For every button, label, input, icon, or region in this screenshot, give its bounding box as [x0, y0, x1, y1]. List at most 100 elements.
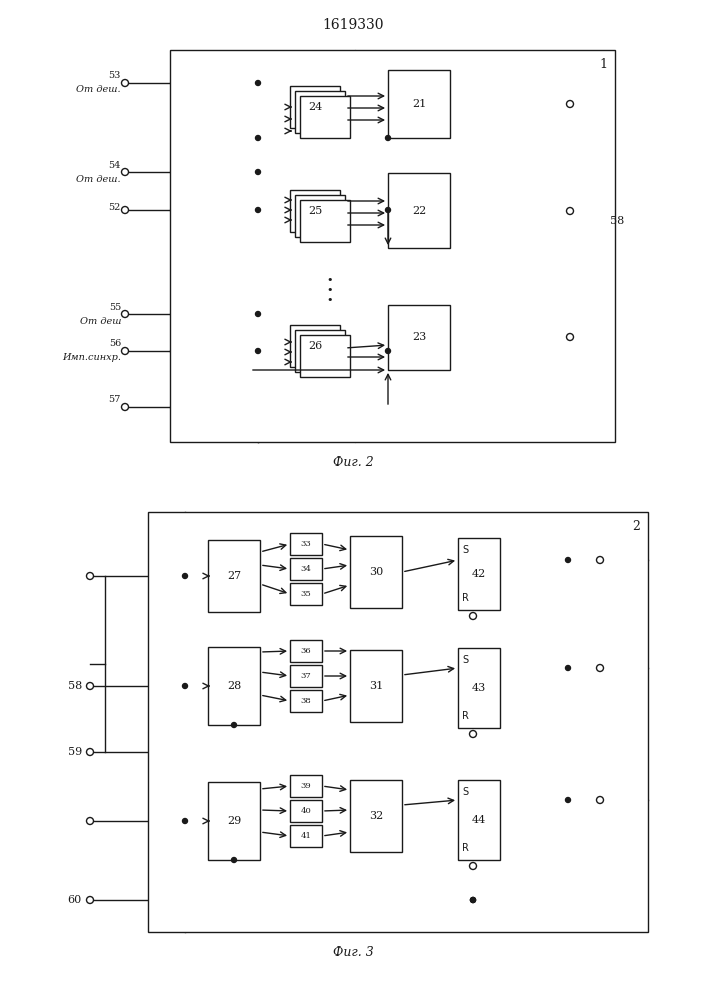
- Circle shape: [122, 348, 129, 355]
- Circle shape: [182, 684, 187, 688]
- Text: 43: 43: [472, 683, 486, 693]
- Circle shape: [255, 208, 260, 213]
- Bar: [458, 648, 500, 728]
- Bar: [300, 200, 350, 242]
- Circle shape: [255, 312, 260, 316]
- Circle shape: [182, 818, 187, 824]
- Bar: [290, 533, 322, 555]
- Bar: [290, 690, 322, 712]
- Circle shape: [122, 80, 129, 87]
- Text: 31: 31: [369, 681, 383, 691]
- Text: S: S: [462, 545, 468, 555]
- Circle shape: [182, 574, 187, 578]
- Text: •: •: [327, 295, 333, 305]
- Text: 22: 22: [412, 206, 426, 216]
- Text: 30: 30: [369, 567, 383, 577]
- Text: 58: 58: [610, 216, 624, 226]
- Circle shape: [385, 135, 390, 140]
- Text: 52: 52: [109, 202, 121, 212]
- Bar: [388, 70, 450, 138]
- Text: R: R: [462, 711, 469, 721]
- Text: R: R: [462, 843, 469, 853]
- Circle shape: [255, 169, 260, 174]
- Circle shape: [385, 349, 390, 354]
- Text: 2: 2: [632, 520, 640, 532]
- Text: 37: 37: [300, 672, 311, 680]
- Circle shape: [122, 403, 129, 410]
- Text: 41: 41: [300, 832, 312, 840]
- Text: 33: 33: [300, 540, 311, 548]
- Text: От деш.: От деш.: [76, 176, 121, 184]
- Bar: [290, 86, 340, 128]
- Circle shape: [86, 572, 93, 580]
- Bar: [290, 325, 340, 367]
- Text: 54: 54: [109, 160, 121, 169]
- Bar: [388, 173, 450, 248]
- Circle shape: [597, 664, 604, 672]
- Text: Имп.синхр.: Имп.синхр.: [62, 354, 121, 362]
- Text: 28: 28: [227, 681, 241, 691]
- Text: 1619330: 1619330: [322, 18, 384, 32]
- Text: 40: 40: [300, 807, 311, 815]
- Bar: [300, 335, 350, 377]
- Circle shape: [231, 722, 237, 728]
- Text: 24: 24: [308, 102, 322, 112]
- Circle shape: [566, 666, 571, 670]
- Circle shape: [385, 208, 390, 213]
- Text: 42: 42: [472, 569, 486, 579]
- Circle shape: [122, 207, 129, 214]
- Text: •: •: [327, 285, 333, 295]
- Circle shape: [122, 168, 129, 176]
- Circle shape: [566, 208, 573, 215]
- Text: 55: 55: [109, 302, 121, 312]
- Circle shape: [86, 818, 93, 824]
- Bar: [148, 512, 648, 932]
- Circle shape: [566, 798, 571, 802]
- Text: Фиг. 2: Фиг. 2: [332, 456, 373, 468]
- Bar: [295, 195, 345, 237]
- Text: 34: 34: [300, 565, 312, 573]
- Circle shape: [86, 896, 93, 904]
- Text: 1: 1: [599, 57, 607, 70]
- Bar: [290, 190, 340, 232]
- Text: 57: 57: [109, 395, 121, 404]
- Text: 21: 21: [412, 99, 426, 109]
- Text: 32: 32: [369, 811, 383, 821]
- Circle shape: [231, 857, 237, 862]
- Text: S: S: [462, 787, 468, 797]
- Circle shape: [86, 682, 93, 690]
- Circle shape: [470, 898, 476, 902]
- Text: От деш.: От деш.: [76, 86, 121, 95]
- Bar: [290, 583, 322, 605]
- Circle shape: [122, 310, 129, 318]
- Text: 53: 53: [109, 72, 121, 81]
- Bar: [350, 780, 402, 852]
- Text: 59: 59: [68, 747, 82, 757]
- Circle shape: [469, 612, 477, 619]
- Text: 39: 39: [300, 782, 311, 790]
- Bar: [290, 800, 322, 822]
- Text: 23: 23: [412, 332, 426, 342]
- Text: 38: 38: [300, 697, 311, 705]
- Text: 44: 44: [472, 815, 486, 825]
- Text: S: S: [462, 655, 468, 665]
- Circle shape: [86, 748, 93, 756]
- Bar: [350, 536, 402, 608]
- Circle shape: [566, 334, 573, 340]
- Bar: [290, 825, 322, 847]
- Circle shape: [597, 556, 604, 564]
- Circle shape: [255, 81, 260, 86]
- Text: R: R: [462, 593, 469, 603]
- Text: От деш: От деш: [79, 316, 121, 326]
- Text: •: •: [327, 275, 333, 285]
- Circle shape: [566, 558, 571, 562]
- Circle shape: [566, 101, 573, 107]
- Text: 56: 56: [109, 338, 121, 348]
- Bar: [388, 305, 450, 370]
- Text: 27: 27: [227, 571, 241, 581]
- Text: 35: 35: [300, 590, 311, 598]
- Bar: [290, 665, 322, 687]
- Text: 60: 60: [68, 895, 82, 905]
- Text: 58: 58: [68, 681, 82, 691]
- Bar: [208, 782, 260, 860]
